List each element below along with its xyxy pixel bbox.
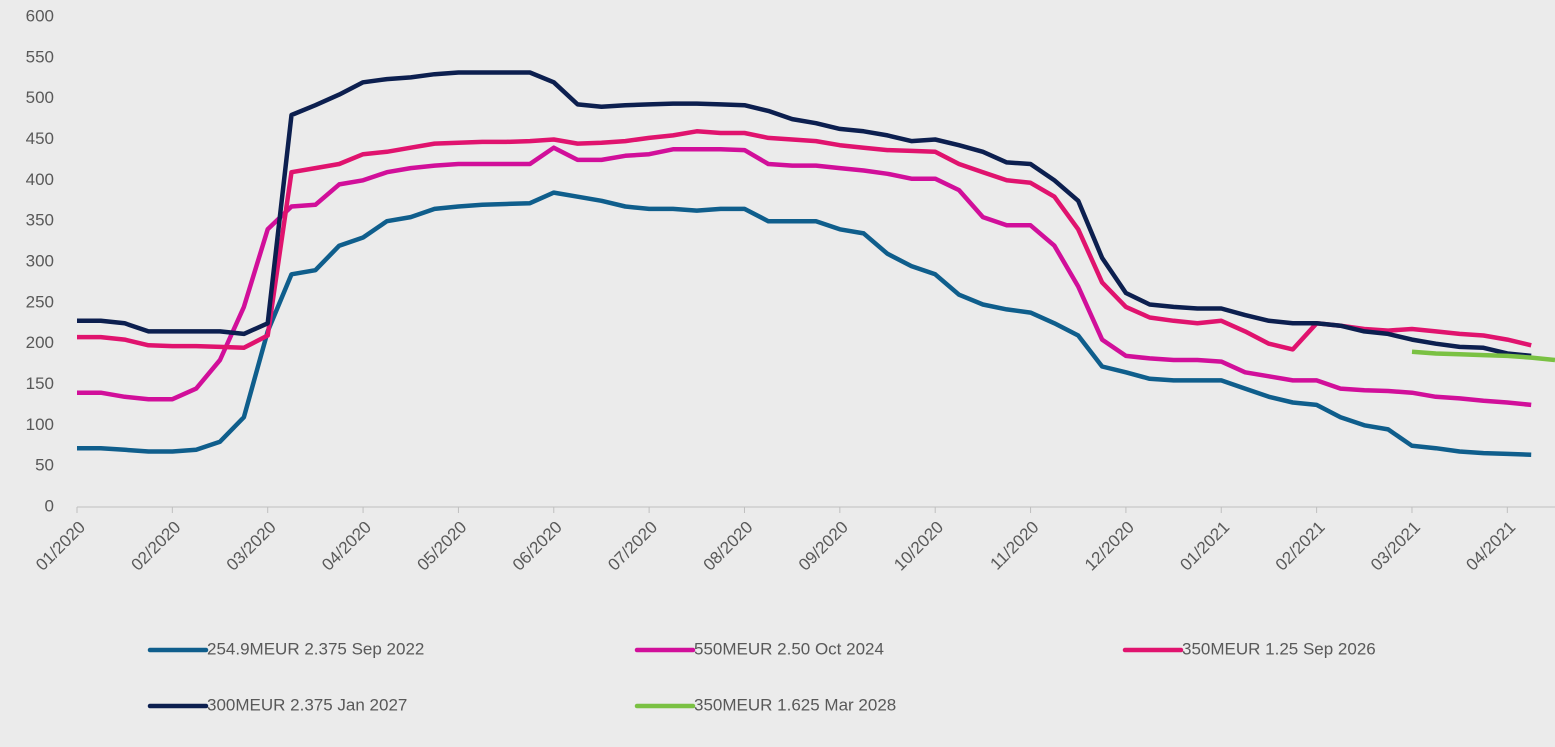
x-tick-label: 05/2020	[414, 518, 471, 575]
series-line	[1411, 349, 1555, 363]
series-line	[77, 129, 1532, 352]
x-tick-label: 02/2021	[1272, 518, 1329, 575]
y-tick-label: 250	[26, 292, 54, 311]
legend-label: 350MEUR 1.625 Mar 2028	[694, 695, 896, 714]
y-tick-label: 600	[26, 6, 54, 25]
y-tick-label: 550	[26, 47, 54, 66]
x-tick-label: 07/2020	[604, 518, 661, 575]
y-tick-label: 150	[26, 374, 54, 393]
legend-label: 254.9MEUR 2.375 Sep 2022	[207, 639, 424, 658]
x-tick-label: 12/2020	[1081, 518, 1138, 575]
series-line	[77, 145, 1532, 408]
x-tick-label: 08/2020	[700, 518, 757, 575]
x-tick-label: 04/2021	[1462, 518, 1519, 575]
legend-label: 550MEUR 2.50 Oct 2024	[694, 639, 884, 658]
legend-label: 350MEUR 1.25 Sep 2026	[1182, 639, 1376, 658]
x-tick-label: 11/2020	[987, 518, 1043, 574]
series-line	[77, 190, 1532, 457]
series-line	[77, 70, 1532, 359]
x-tick-label: 03/2021	[1367, 518, 1424, 575]
y-tick-label: 200	[26, 333, 54, 352]
y-tick-label: 500	[26, 88, 54, 107]
x-tick-label: 10/2020	[890, 518, 947, 575]
legend-label: 300MEUR 2.375 Jan 2027	[207, 695, 407, 714]
x-tick-label: 09/2020	[795, 518, 852, 575]
y-tick-label: 0	[45, 496, 54, 515]
y-tick-label: 100	[26, 415, 54, 434]
y-tick-label: 50	[35, 456, 54, 475]
x-tick-label: 06/2020	[509, 518, 566, 575]
y-tick-label: 350	[26, 211, 54, 230]
x-tick-label: 02/2020	[127, 518, 184, 575]
x-tick-label: 01/2020	[32, 518, 89, 575]
y-tick-label: 300	[26, 251, 54, 270]
y-tick-label: 400	[26, 170, 54, 189]
y-tick-label: 450	[26, 129, 54, 148]
x-tick-label: 01/2021	[1176, 518, 1233, 575]
x-tick-label: 03/2020	[223, 518, 280, 575]
x-tick-label: 04/2020	[318, 518, 375, 575]
